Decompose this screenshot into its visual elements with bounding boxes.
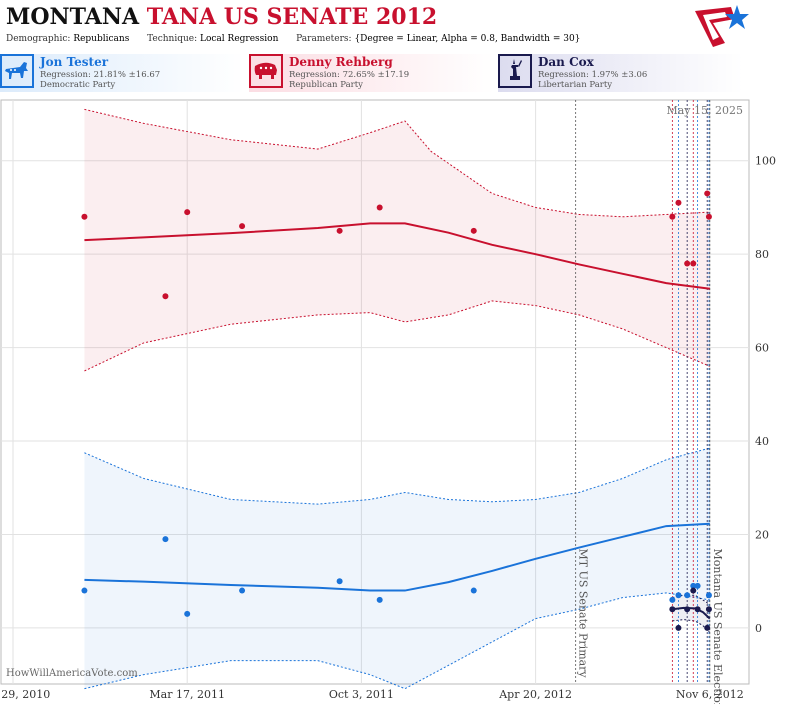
y-tick-label: 100: [755, 155, 776, 168]
today-label: May 15, 2025: [666, 104, 743, 117]
poll-point: [184, 209, 191, 216]
poll-point: [675, 624, 682, 631]
legend-item-rehberg[interactable]: Denny Rehberg Regression: 72.65% ±17.19 …: [249, 54, 494, 92]
site-credit: HowWillAmericaVote.com: [6, 668, 138, 679]
poll-point: [704, 624, 711, 631]
race-name: TANA US SENATE 2012: [146, 4, 438, 30]
legend-item-cox[interactable]: Dan Cox Regression: 1.97% ±3.06 Libertar…: [498, 54, 743, 92]
candidate-name: Denny Rehberg: [289, 55, 393, 69]
confidence-band: [84, 109, 710, 371]
x-tick-label: Oct 3, 2011: [329, 688, 394, 701]
poll-point: [239, 587, 246, 594]
poll-point: [694, 582, 701, 589]
poll-point: [470, 227, 477, 234]
technique-value: Local Regression: [200, 34, 279, 44]
candidate-regression: Regression: 72.65% ±17.19: [289, 70, 410, 80]
parameters-value: {Degree = Linear, Alpha = 0.8, Bandwidth…: [354, 34, 581, 44]
poll-point: [704, 190, 711, 197]
x-tick-label: Nov 6, 2012: [676, 688, 744, 701]
page-title: MONTANA TANA US SENATE 2012: [6, 4, 437, 30]
poll-point: [81, 213, 88, 220]
poll-point: [162, 293, 169, 300]
regression-chart: MT US Senate Primary Montana US Senate El…: [0, 99, 776, 704]
poll-point: [336, 227, 343, 234]
candidate-legend: Jon Tester Regression: 21.81% ±16.67 Dem…: [0, 52, 789, 96]
technique-label: Technique:: [147, 34, 198, 44]
poll-point: [376, 596, 383, 603]
plot-area: [0, 99, 750, 685]
state-name: MONTANA: [6, 4, 140, 30]
y-tick-label: 80: [755, 248, 769, 261]
poll-point: [162, 536, 169, 543]
candidate-name: Dan Cox: [538, 55, 594, 69]
y-tick-label: 40: [755, 435, 769, 448]
confidence-band: [84, 448, 710, 689]
legend-item-tester[interactable]: Jon Tester Regression: 21.81% ±16.67 Dem…: [0, 54, 245, 92]
elephant-icon: [249, 54, 283, 88]
poll-point: [684, 606, 691, 613]
poll-point: [376, 204, 383, 211]
poll-point: [690, 582, 697, 589]
chart-parameters: Demographic: Republicans Technique: Loca…: [6, 34, 580, 44]
parameters-label: Parameters:: [296, 34, 352, 44]
confidence-band: [672, 595, 710, 633]
poll-point: [184, 610, 191, 617]
y-tick-label: 20: [755, 528, 769, 541]
x-tick-label: Mar 17, 2011: [149, 688, 225, 701]
demographic-label: Demographic:: [6, 34, 71, 44]
poll-point: [669, 606, 676, 613]
poll-point: [336, 578, 343, 585]
poll-point: [705, 213, 712, 220]
header: MONTANA TANA US SENATE 2012 Demographic:…: [0, 0, 789, 52]
statue-of-liberty-icon: [498, 54, 532, 88]
poll-point: [690, 587, 697, 594]
candidate-name: Jon Tester: [40, 55, 109, 69]
x-tick-label: Aug 29, 2010: [0, 688, 50, 701]
candidate-party: Democratic Party: [40, 80, 116, 90]
regression-line: [84, 522, 710, 592]
y-tick-label: 60: [755, 342, 769, 355]
confidence-lower: [84, 592, 710, 690]
poll-point: [81, 587, 88, 594]
candidate-party: Republican Party: [289, 80, 363, 90]
event-label: Montana US Senate Election: [711, 549, 724, 704]
poll-point: [684, 592, 691, 599]
x-tick-label: Apr 20, 2012: [498, 688, 572, 701]
site-logo-icon: [695, 5, 749, 47]
candidate-regression: Regression: 21.81% ±16.67: [40, 70, 161, 80]
poll-point: [675, 199, 682, 206]
poll-point: [705, 606, 712, 613]
poll-point: [239, 223, 246, 230]
poll-point: [690, 260, 697, 267]
poll-point: [705, 592, 712, 599]
poll-point: [669, 596, 676, 603]
candidate-party: Libertarian Party: [538, 80, 613, 90]
confidence-upper: [84, 108, 710, 218]
donkey-icon: [0, 54, 34, 88]
poll-point: [694, 606, 701, 613]
poll-point: [675, 592, 682, 599]
y-tick-label: 0: [755, 622, 762, 635]
event-label: MT US Senate Primary: [577, 549, 590, 679]
poll-point: [684, 260, 691, 267]
candidate-regression: Regression: 1.97% ±3.06: [538, 70, 648, 80]
poll-point: [470, 587, 477, 594]
confidence-upper: [84, 447, 710, 505]
poll-point: [669, 213, 676, 220]
regression-line: [84, 222, 710, 290]
demographic-value: Republicans: [73, 34, 130, 44]
